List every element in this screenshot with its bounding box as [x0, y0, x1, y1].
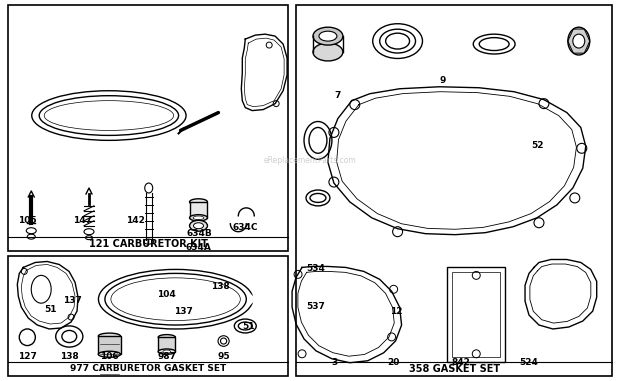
Ellipse shape: [313, 43, 343, 61]
Ellipse shape: [190, 199, 208, 205]
Text: 534: 534: [307, 264, 326, 272]
Ellipse shape: [99, 333, 120, 339]
Ellipse shape: [568, 27, 590, 55]
Text: 147: 147: [73, 216, 92, 225]
Text: 3: 3: [332, 358, 338, 367]
Ellipse shape: [573, 34, 585, 48]
Ellipse shape: [99, 351, 120, 357]
Ellipse shape: [313, 27, 343, 45]
Text: 137: 137: [63, 296, 82, 305]
Text: 104: 104: [157, 290, 176, 299]
Bar: [7, 5, 288, 251]
Ellipse shape: [319, 31, 337, 41]
Text: 537: 537: [307, 303, 326, 312]
Ellipse shape: [163, 350, 170, 353]
Ellipse shape: [193, 223, 203, 229]
Text: 987: 987: [157, 352, 176, 362]
Text: 842: 842: [452, 358, 471, 367]
Text: 634C: 634C: [232, 223, 258, 232]
Text: 358 GASKET SET: 358 GASKET SET: [409, 364, 500, 374]
Text: 106: 106: [100, 352, 118, 362]
Ellipse shape: [158, 335, 175, 340]
Text: 634B: 634B: [186, 229, 212, 239]
Text: 51: 51: [242, 322, 255, 331]
Text: 142: 142: [126, 216, 145, 225]
Text: 977 CARBURETOR GASKET SET: 977 CARBURETOR GASKET SET: [70, 364, 226, 373]
Text: 95: 95: [217, 352, 230, 362]
Ellipse shape: [190, 215, 208, 221]
Bar: [448, 267, 505, 362]
Ellipse shape: [193, 216, 204, 219]
Text: 52: 52: [531, 141, 543, 150]
Text: 7: 7: [335, 91, 341, 100]
Bar: [158, 337, 175, 352]
Text: 138: 138: [60, 352, 79, 362]
Text: 524: 524: [520, 358, 539, 367]
Text: 20: 20: [387, 358, 399, 367]
Text: 634A: 634A: [186, 243, 212, 252]
Bar: [190, 202, 208, 218]
Text: 12: 12: [390, 307, 402, 316]
Text: 121 CARBURETOR KIT: 121 CARBURETOR KIT: [89, 239, 208, 249]
Bar: [7, 256, 288, 376]
Bar: [99, 336, 120, 354]
Text: 9: 9: [440, 75, 446, 85]
Text: 138: 138: [211, 282, 230, 291]
Ellipse shape: [158, 349, 175, 354]
Bar: [453, 272, 500, 357]
Text: 51: 51: [45, 305, 57, 314]
Text: 137: 137: [174, 307, 193, 316]
Text: 105: 105: [18, 216, 37, 225]
Bar: [296, 5, 613, 376]
Text: 127: 127: [18, 352, 37, 362]
Text: eReplacementParts.com: eReplacementParts.com: [264, 156, 356, 165]
Ellipse shape: [190, 220, 208, 231]
